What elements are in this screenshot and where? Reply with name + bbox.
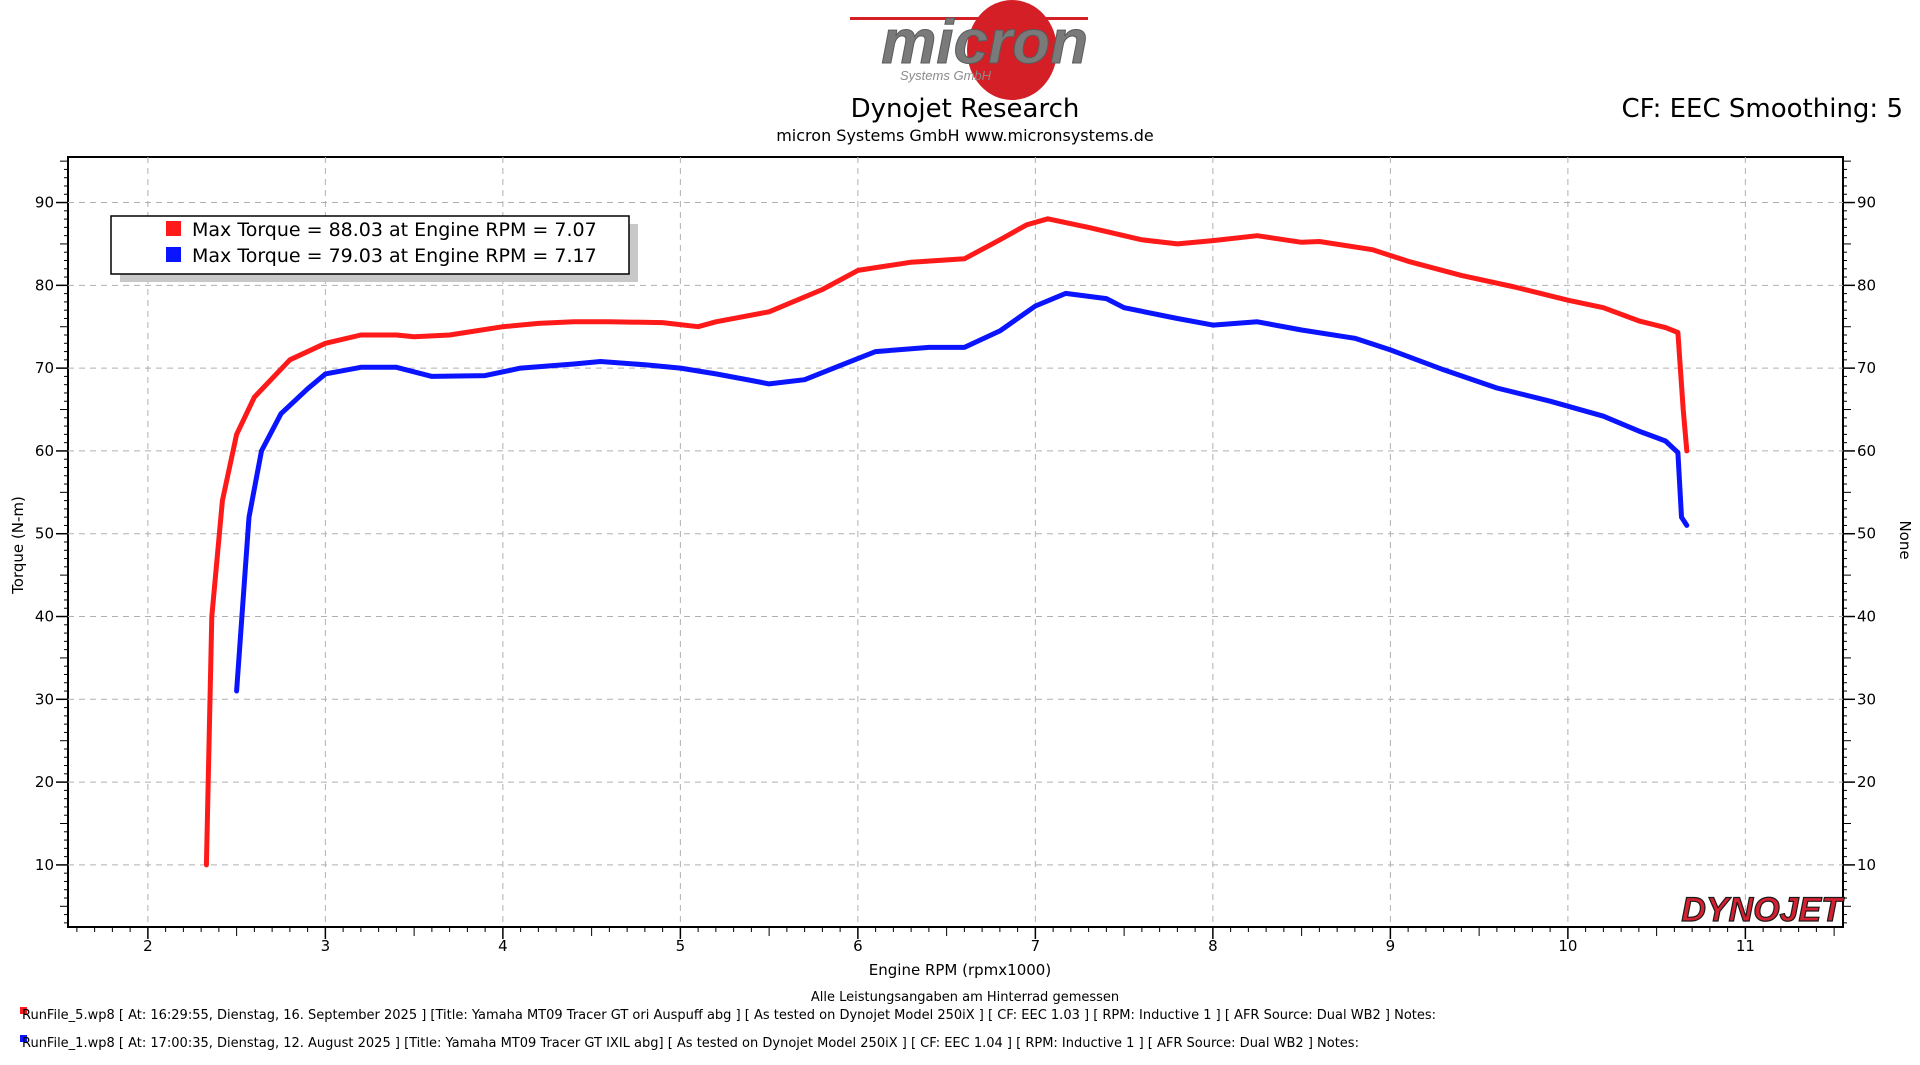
- run-info-text-blue: RunFile_1.wp8 [ At: 17:00:35, Dienstag, …: [22, 1036, 1359, 1051]
- chart-title: Dynojet Research: [851, 94, 1080, 124]
- y-tick-label-left: 40: [35, 608, 54, 626]
- x-tick-label: 2: [143, 937, 153, 955]
- run-marker-red: [20, 1007, 27, 1014]
- y-tick-label-left: 70: [35, 359, 54, 377]
- grid: [68, 157, 1843, 927]
- y-tick-label-right: 10: [1857, 856, 1876, 874]
- logo-circle: [967, 0, 1057, 100]
- legend-swatch-red: [166, 221, 181, 236]
- x-tick-label: 10: [1558, 937, 1577, 955]
- axis-ticks: [56, 160, 1855, 939]
- y-tick-label-right: 30: [1857, 690, 1876, 708]
- x-tick-label: 3: [321, 937, 331, 955]
- y-axis-title: Torque (N-m): [9, 496, 27, 595]
- micron-logo: micron Systems GmbH: [850, 0, 1089, 100]
- y-tick-label-left: 10: [35, 856, 54, 874]
- legend: Max Torque = 88.03 at Engine RPM = 7.07 …: [110, 215, 638, 282]
- dynojet-logo: DYNOJET: [1681, 891, 1845, 929]
- y-tick-label-left: 30: [35, 690, 54, 708]
- y-tick-label-left: 50: [35, 525, 54, 543]
- legend-entry-red: Max Torque = 88.03 at Engine RPM = 7.07: [192, 219, 597, 241]
- x-tick-label: 7: [1031, 937, 1041, 955]
- chart-subtitle: micron Systems GmbH www.micronsystems.de: [776, 126, 1154, 145]
- logo-text: micron: [881, 8, 1088, 77]
- cf-info: CF: EEC Smoothing: 5: [1622, 94, 1903, 124]
- torque-line-red: [203, 216, 1690, 868]
- footer-note: Alle Leistungsangaben am Hinterrad gemes…: [811, 990, 1119, 1005]
- y-tick-label-right: 90: [1857, 194, 1876, 212]
- y-tick-label-right: 50: [1857, 525, 1876, 543]
- logo-bar: [850, 17, 1088, 20]
- y-tick-label-right: 60: [1857, 442, 1876, 460]
- legend-swatch-blue: [166, 247, 181, 262]
- y-tick-label-left: 20: [35, 773, 54, 791]
- logo-subtext: Systems GmbH: [900, 68, 992, 83]
- y-tick-label-right: 40: [1857, 608, 1876, 626]
- x-tick-label: 4: [498, 937, 508, 955]
- x-tick-labels: 2 3 4 5 6 7 8 9 10 11: [143, 937, 1755, 955]
- x-tick-label: 11: [1736, 937, 1755, 955]
- y-tick-label-right: 80: [1857, 276, 1876, 294]
- y-tick-label-left: 60: [35, 442, 54, 460]
- x-tick-label: 9: [1386, 937, 1396, 955]
- series-lines: [203, 216, 1690, 868]
- y-axis-title-right: None: [1896, 520, 1914, 559]
- y-tick-label-right: 70: [1857, 359, 1876, 377]
- run-marker-blue: [20, 1035, 27, 1042]
- x-axis-title: Engine RPM (rpmx1000): [869, 961, 1051, 979]
- run-info-text-red: RunFile_5.wp8 [ At: 16:29:55, Dienstag, …: [22, 1008, 1436, 1023]
- run-info-blue: RunFile_1.wp8 [ At: 17:00:35, Dienstag, …: [20, 1035, 1359, 1051]
- y-tick-labels: 10 10 20 20 30 30 40 40 50 50 60 60 70 70 80 80 90 90: [35, 194, 1876, 874]
- run-info-red: RunFile_5.wp8 [ At: 16:29:55, Dienstag, …: [20, 1007, 1436, 1023]
- legend-entry-blue: Max Torque = 79.03 at Engine RPM = 7.17: [192, 245, 597, 267]
- x-tick-label: 6: [853, 937, 863, 955]
- legend-box: [110, 215, 630, 275]
- x-tick-label: 8: [1208, 937, 1218, 955]
- y-tick-label-left: 80: [35, 276, 54, 294]
- y-tick-label-left: 90: [35, 194, 54, 212]
- torque-line-blue: [234, 290, 1690, 694]
- y-tick-label-right: 20: [1857, 773, 1876, 791]
- x-tick-label: 5: [676, 937, 686, 955]
